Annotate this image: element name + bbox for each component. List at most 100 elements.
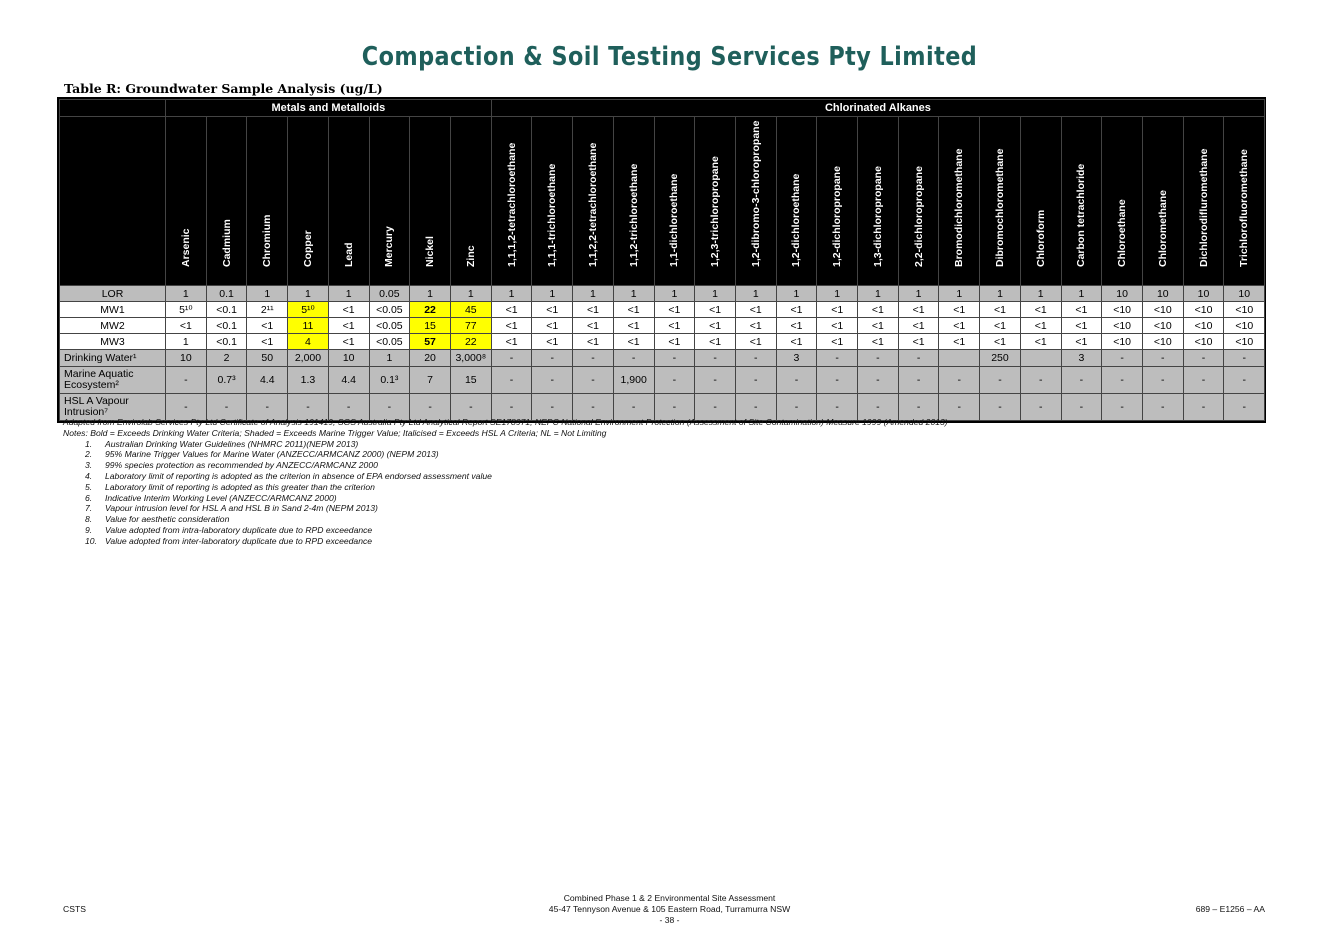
note-item: 6. Indicative Interim Working Level (ANZE… [63,493,948,504]
table-cell: <1 [327,317,370,334]
table-cell: - [938,366,981,394]
table-cell: - [531,366,574,394]
column-header: 1,1,1-trichloroethane [531,116,574,286]
note-text: Laboratory limit of reporting is adopted… [105,470,492,481]
table-cell: - [734,349,777,367]
table-cell: <1 [1019,317,1062,334]
table-cell: 1 [897,285,940,302]
column-header-row: Arsenic Cadmium Chromium Copper Lead Mercury N… [59,116,1266,286]
note-text: Value for aesthetic consideration [105,514,230,525]
table-cell: - [1141,349,1184,367]
table-row: LOR 1 0.1 1 1 1 0.05 1 1 1 1 1 1 1 1 1 1 1 1 1 1 1 1 1 10 10 10 10 [59,285,1266,302]
column-header-label: Bromodichloromethane [953,148,966,267]
table-cell: - [694,366,736,394]
column-header-label: 1,1,2,2-tetrachloroethane [586,142,599,267]
table-cell: - [1101,349,1143,367]
column-header-blank [59,116,166,286]
table-cell: 0.7³ [205,366,248,394]
note-item: 4. Laboratory limit of reporting is adopt… [63,471,948,482]
table-cell: <1 [897,301,940,318]
table-cell: <1 [897,317,940,334]
notes-source: Adapted from Envirolab Services Pty Ltd … [63,417,948,427]
table-cell: - [979,393,1021,421]
table-cell: - [531,349,574,367]
table-cell: 1 [775,285,818,302]
note-text: Australian Drinking Water Guidelines (NH… [105,438,359,449]
column-header-label: 1,1-dichloroethane [668,173,681,267]
table-cell: 22 [409,301,451,318]
page-number: - 38 - [659,915,680,925]
table-cell: <1 [734,333,777,350]
table-cell: - [694,349,736,367]
table-cell: - [897,366,940,394]
table-cell: <1 [531,301,574,318]
column-header: 1,1,2,2-tetrachloroethane [572,116,614,286]
column-header-label: 1,2-dibromo-3-chloropropane [749,120,762,267]
table-cell: <10 [1141,317,1184,334]
table-cell: - [612,349,655,367]
table-cell: 4.4 [327,366,370,394]
table-cell: <10 [1101,333,1143,350]
column-header-label: 1,1,1-trichloroethane [546,163,559,267]
table-cell: 22 [449,333,492,350]
table-cell: - [409,393,451,421]
table-cell: 1,900 [612,366,655,394]
table-cell: <1 [816,333,859,350]
table-title: Table R: Groundwater Sample Analysis (ug… [64,81,383,96]
table-cell: 1 [287,285,329,302]
table-cell: 11 [287,317,329,334]
table-cell: - [490,349,533,367]
table-cell: - [775,393,818,421]
table-cell: - [979,366,1021,394]
table-cell: <1 [246,333,289,350]
table-cell: 3,000⁸ [449,349,492,367]
table-cell: 1 [653,285,696,302]
table-cell: <1 [897,333,940,350]
column-header-label: 1,1,2-trichloroethane [627,163,640,267]
note-text: Indicative Interim Working Level (ANZECC… [105,492,337,503]
column-header: Cadmium [205,116,248,286]
column-header-label: 1,1,1,2-tetrachloroethane [505,142,518,267]
table-cell: <1 [490,317,533,334]
table-cell: 3 [1060,349,1103,367]
column-header: Bromodichloromethane [938,116,981,286]
table-cell: <10 [1141,333,1184,350]
table-cell: 0.1³ [368,366,411,394]
group-header-row: Metals and Metalloids Chlorinated Alkane… [59,99,1266,117]
column-header: Chloroethane [1101,116,1143,286]
footer-center: Combined Phase 1 & 2 Environmental Site … [0,893,1339,926]
table-cell: <1 [857,301,899,318]
table-cell: <1 [490,301,533,318]
table-cell: - [653,349,696,367]
table-cell: - [327,393,370,421]
column-header-label: Chloroethane [1116,199,1129,267]
column-header-label: 1,2,3-trichloropropane [709,156,722,267]
note-number: 9. [85,524,93,535]
column-header-label: Dichlorodifluromethane [1197,148,1210,267]
table-cell: <1 [979,301,1021,318]
table-cell: <10 [1182,317,1225,334]
table-cell: <1 [694,317,736,334]
note-number: 7. [85,503,93,514]
table-cell: 5¹⁰ [287,301,329,318]
table-cell: <1 [1019,333,1062,350]
table-cell: 2,000 [287,349,329,367]
column-header-label: Mercury [383,226,396,267]
table-cell: 1 [1019,285,1062,302]
table-cell: <1 [775,317,818,334]
table-cell: <1 [1060,317,1103,334]
footer-address: 45-47 Tennyson Avenue & 105 Eastern Road… [548,904,791,914]
note-text: Value adopted from inter-laboratory dupl… [105,535,373,546]
row-label: MW2 [59,317,166,334]
table-cell: 1 [165,285,207,302]
table-cell: <1 [979,333,1021,350]
note-item: 7. Vapour intrusion level for HSL A and H… [63,503,948,514]
table-cell: 3 [775,349,818,367]
table-cell: 1 [165,333,207,350]
table-cell: <0.1 [205,333,248,350]
note-item: 10. Value adopted from inter-laboratory d… [63,536,948,547]
table-cell: <1 [531,333,574,350]
note-text: 99% species protection as recommended by… [105,460,378,471]
table-cell: <1 [653,317,696,334]
column-header: Chloroform [1019,116,1062,286]
